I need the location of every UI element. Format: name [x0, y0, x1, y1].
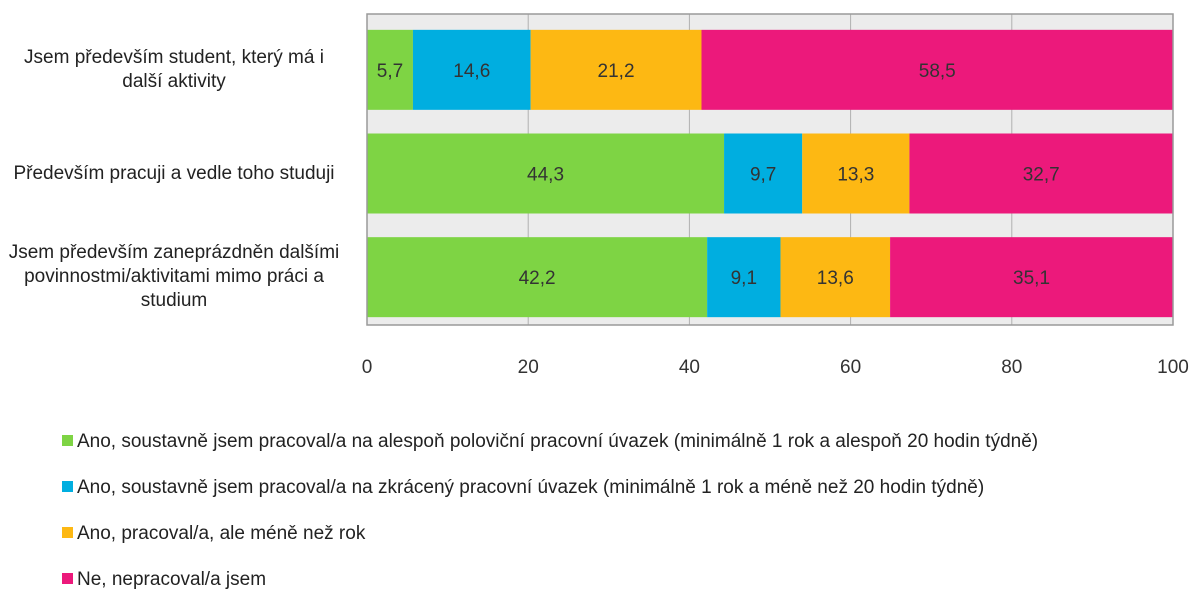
legend-label: Ano, soustavně jsem pracoval/a na zkráce… — [77, 477, 985, 498]
legend-item: Ano, soustavně jsem pracoval/a na zkráce… — [62, 477, 984, 499]
bar-segment — [802, 133, 910, 214]
legend-item: Ano, pracoval/a, ale méně než rok — [62, 523, 365, 545]
bar-segment — [530, 29, 702, 110]
legend-label: Ano, pracoval/a, ale méně než rok — [77, 523, 366, 544]
bar-segment — [707, 237, 781, 318]
data-label: 42,2 — [519, 268, 556, 289]
data-label: 58,5 — [919, 61, 956, 82]
category-label: Především pracuji a vedle toho studuji — [13, 162, 335, 184]
legend-swatch — [62, 435, 73, 446]
x-tick-label: 0 — [362, 357, 373, 378]
x-tick-label: 20 — [518, 357, 539, 378]
x-tick-label: 60 — [840, 357, 861, 378]
legend-swatch — [62, 573, 73, 584]
data-label: 9,7 — [750, 165, 776, 186]
x-tick-label: 40 — [679, 357, 700, 378]
legend-swatch — [62, 481, 73, 492]
data-label: 13,6 — [817, 268, 854, 289]
legend-item: Ano, soustavně jsem pracoval/a na alespo… — [62, 431, 1038, 453]
bar-segment — [701, 29, 1173, 110]
data-label: 13,3 — [837, 165, 874, 186]
data-label: 44,3 — [527, 165, 564, 186]
bar-segment — [909, 133, 1173, 214]
legend-label: Ano, soustavně jsem pracoval/a na alespo… — [77, 431, 1039, 452]
legend-label: Ne, nepracoval/a jsem — [77, 569, 267, 590]
category-label: Jsem především zaneprázdněn dalšími povi… — [8, 242, 340, 312]
bar-segment — [367, 133, 725, 214]
data-label: 21,2 — [598, 61, 635, 82]
data-label: 9,1 — [731, 268, 757, 289]
bar-segment — [367, 29, 413, 110]
legend-swatch — [62, 527, 73, 538]
bar-segment — [412, 29, 531, 110]
bar-segment — [780, 237, 891, 318]
data-label: 14,6 — [453, 61, 490, 82]
plot-border — [366, 13, 1174, 326]
legend-item: Ne, nepracoval/a jsem — [62, 569, 266, 591]
data-label: 32,7 — [1023, 165, 1060, 186]
x-tick-label: 80 — [1001, 357, 1022, 378]
bar-segment — [367, 237, 708, 318]
category-label: Jsem především student, který má i další… — [24, 46, 324, 92]
data-label: 35,1 — [1013, 268, 1050, 289]
x-tick-label: 100 — [1157, 357, 1189, 378]
bar-segment — [890, 237, 1173, 318]
data-label: 5,7 — [377, 61, 403, 82]
bar-segment — [724, 133, 803, 214]
